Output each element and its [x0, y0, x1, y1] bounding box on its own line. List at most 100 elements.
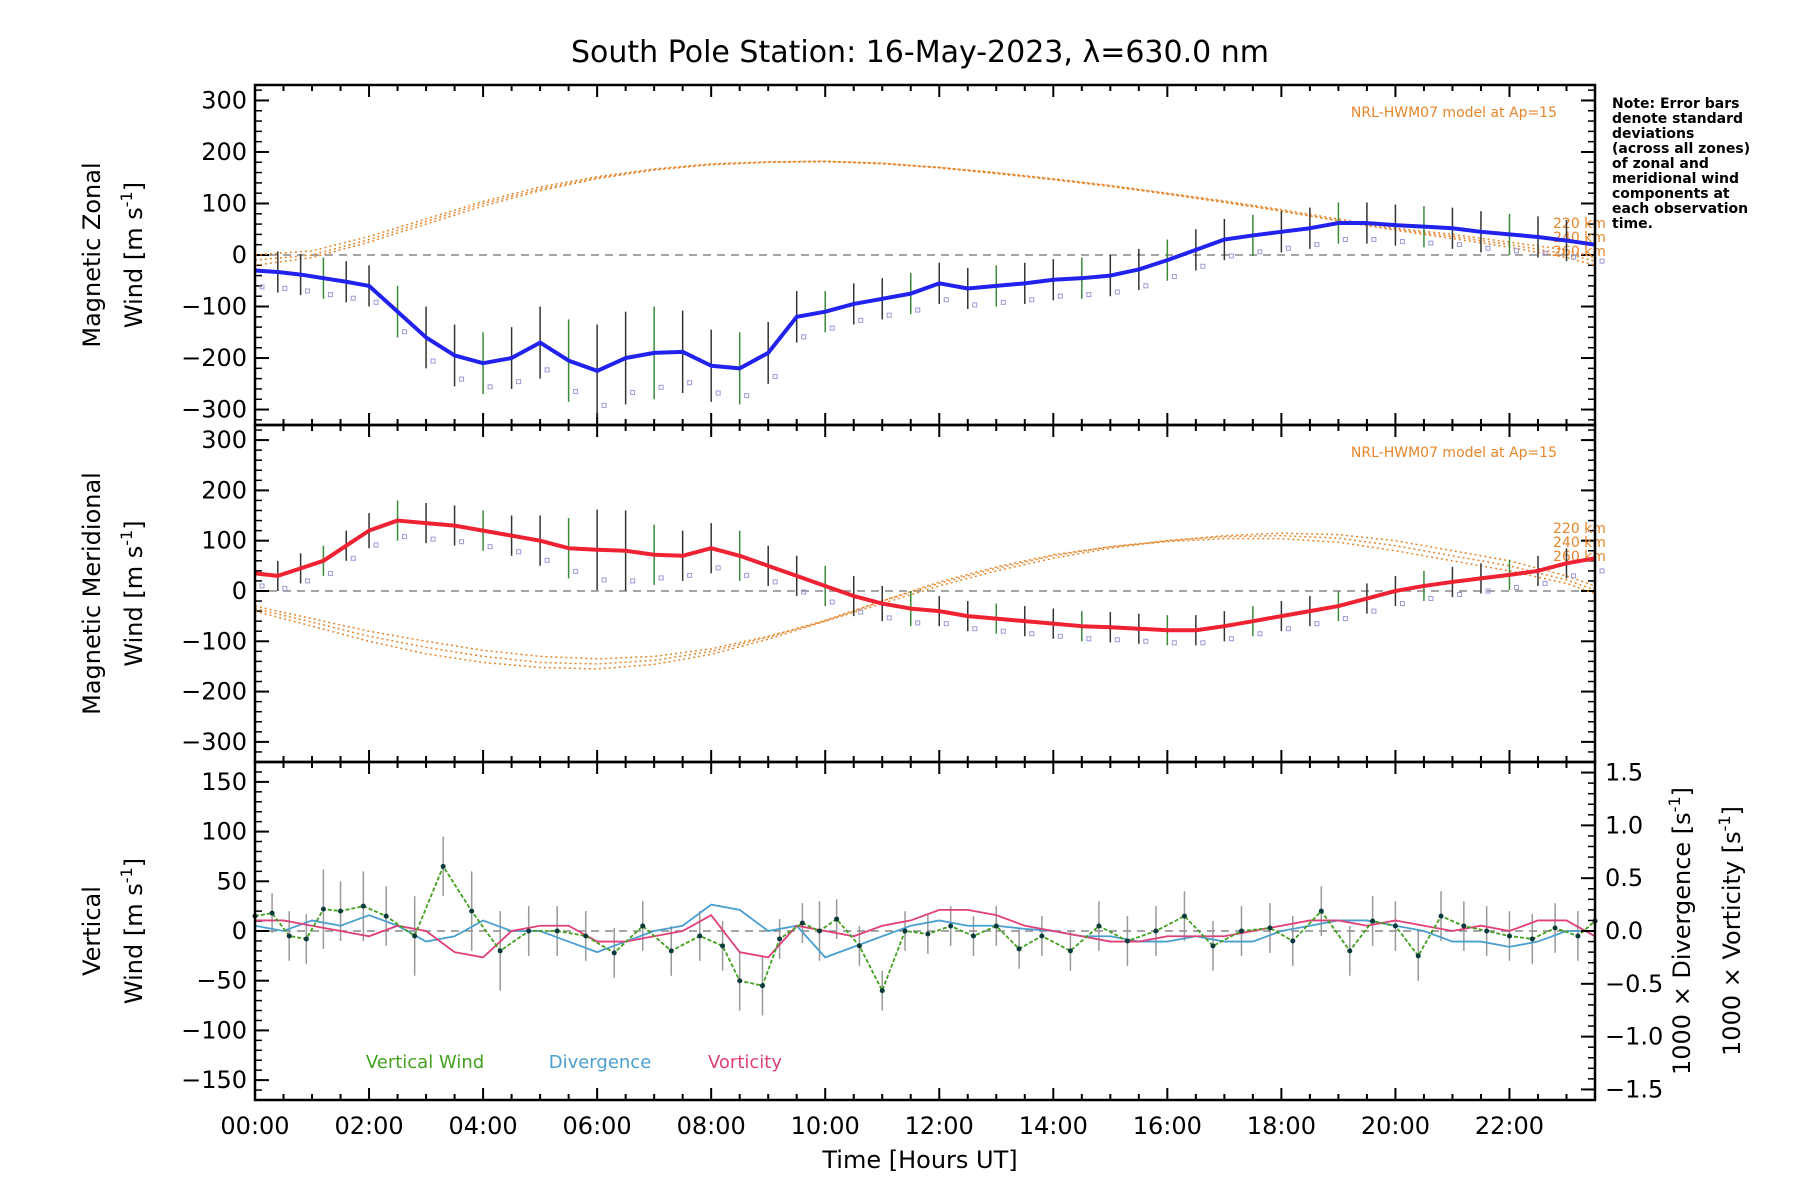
x-tick-label: 02:00: [334, 1112, 403, 1140]
y-axis-title-line2: Wind [m s-1]: [117, 182, 148, 328]
zonal-wind-line: [254, 221, 1596, 373]
zone-marker: [1371, 608, 1377, 614]
vertical-wind-point: [1290, 938, 1296, 944]
vertical-wind-point: [269, 910, 275, 916]
zone-marker: [1542, 250, 1548, 256]
vorticity-axis-title-sup: -1: [1715, 815, 1734, 831]
x-tick-label: 14:00: [1019, 1112, 1088, 1140]
vertical-wind-point: [497, 948, 503, 954]
zone-marker: [630, 389, 636, 395]
plot-panels: 300 200 100 0 −100 −200 −300 Magnetic Zonal Wind…: [78, 83, 1746, 1140]
vertical-wind-point: [1552, 925, 1558, 931]
zone-marker: [373, 299, 379, 305]
note-line: of zonal and: [1612, 156, 1709, 172]
panel-zonal: 300 200 100 0 −100 −200 −300 Magnetic Zonal Wind…: [78, 83, 1606, 427]
zone-marker: [1228, 636, 1234, 642]
y-tick-label: 100: [201, 818, 247, 846]
zone-marker: [1513, 584, 1519, 590]
zone-marker: [858, 317, 864, 323]
vertical-wind-point: [1096, 923, 1102, 929]
y-tick-label: 100: [201, 189, 247, 217]
note-line: meridional wind: [1612, 171, 1739, 187]
x-tick-label: 20:00: [1361, 1112, 1430, 1140]
zone-marker: [886, 615, 892, 621]
zone-marker: [943, 297, 949, 303]
zone-marker: [1285, 626, 1291, 632]
vertical-wind-point: [1529, 936, 1535, 942]
zone-marker: [972, 302, 978, 308]
vertical-wind-point: [1238, 928, 1244, 934]
zone-marker: [1570, 254, 1576, 260]
y-axis-unit-suffix: ]: [120, 858, 148, 867]
x-tick-label: 12:00: [905, 1112, 974, 1140]
y-tick-label: 200: [201, 476, 247, 504]
altitude-label: 220 km: [1553, 521, 1606, 537]
vertical-wind-point: [948, 923, 954, 929]
right-y-tick-label: −0.5: [1605, 970, 1663, 998]
y-axis-unit-sup: -1: [117, 867, 136, 883]
zone-marker: [1086, 636, 1092, 642]
zone-marker: [1485, 245, 1491, 251]
zone-marker: [350, 295, 356, 301]
y-tick-label: 0: [232, 917, 247, 945]
vertical-wind-point: [720, 943, 726, 949]
zone-marker: [350, 555, 356, 561]
model-curve-260-km: [254, 537, 1596, 670]
model-label: NRL-HWM07 model at Ap=15: [1351, 445, 1557, 461]
right-y-tick-label: 0.5: [1605, 864, 1643, 892]
vertical-wind-point: [469, 908, 475, 914]
zone-marker: [459, 539, 465, 545]
y-axis-unit-prefix: Wind [m s: [120, 546, 148, 667]
y-axis-title-line1: Magnetic Zonal: [78, 162, 106, 347]
zone-marker: [1029, 631, 1035, 637]
zone-marker: [1599, 258, 1605, 264]
zone-marker: [1143, 283, 1149, 289]
vertical-wind-point: [1370, 918, 1376, 924]
vertical-wind-point: [554, 928, 560, 934]
divergence-axis-title-suffix: ]: [1668, 787, 1696, 796]
zone-marker: [544, 557, 550, 563]
zone-marker: [1057, 293, 1063, 299]
note-line: components at: [1612, 186, 1730, 202]
right-y-tick-label: −1.0: [1605, 1023, 1663, 1051]
zone-marker: [972, 626, 978, 632]
zone-marker: [1086, 292, 1092, 298]
y-axis-title-line1: Magnetic Meridional: [78, 472, 106, 715]
zone-marker: [744, 393, 750, 399]
note-line: (across all zones): [1612, 141, 1750, 157]
zone-marker: [1599, 568, 1605, 574]
zone-marker: [259, 284, 265, 290]
vertical-wind-point: [879, 988, 885, 994]
vorticity-axis-title: 1000 × Vorticity [s-1]: [1715, 806, 1746, 1056]
y-axis-title-line2: Wind [m s-1]: [117, 520, 148, 666]
vertical-wind-point: [383, 913, 389, 919]
zone-marker: [772, 374, 778, 380]
note-line: time.: [1612, 216, 1653, 232]
y-axis-unit-prefix: Wind [m s: [120, 207, 148, 328]
vertical-wind-point: [697, 933, 703, 939]
zone-marker: [1000, 299, 1006, 305]
zone-marker: [1000, 628, 1006, 634]
model-curve-220-km: [254, 160, 1596, 267]
vertical-wind-point: [583, 933, 589, 939]
chart-title: South Pole Station: 16-May-2023, λ=630.0…: [571, 35, 1269, 70]
zone-marker: [858, 609, 864, 615]
model-curve-220-km: [254, 532, 1596, 660]
x-tick-label: 10:00: [791, 1112, 860, 1140]
zone-marker: [1314, 242, 1320, 248]
vertical-wind-point: [1124, 938, 1130, 944]
x-tick-label: 04:00: [448, 1112, 517, 1140]
zone-marker: [544, 367, 550, 373]
vorticity-axis-title-prefix: 1000 × Vorticity [s: [1718, 831, 1746, 1056]
vertical-wind-point: [1318, 908, 1324, 914]
vertical-wind-point: [338, 908, 344, 914]
vertical-wind-point: [1039, 933, 1045, 939]
vertical-wind-point: [611, 950, 617, 956]
y-tick-label: −150: [181, 1066, 247, 1094]
right-y-tick-label: −1.5: [1605, 1075, 1663, 1103]
vertical-wind-point: [1181, 913, 1187, 919]
x-axis-title: Time [Hours UT]: [821, 1146, 1017, 1174]
zone-marker: [487, 544, 493, 550]
